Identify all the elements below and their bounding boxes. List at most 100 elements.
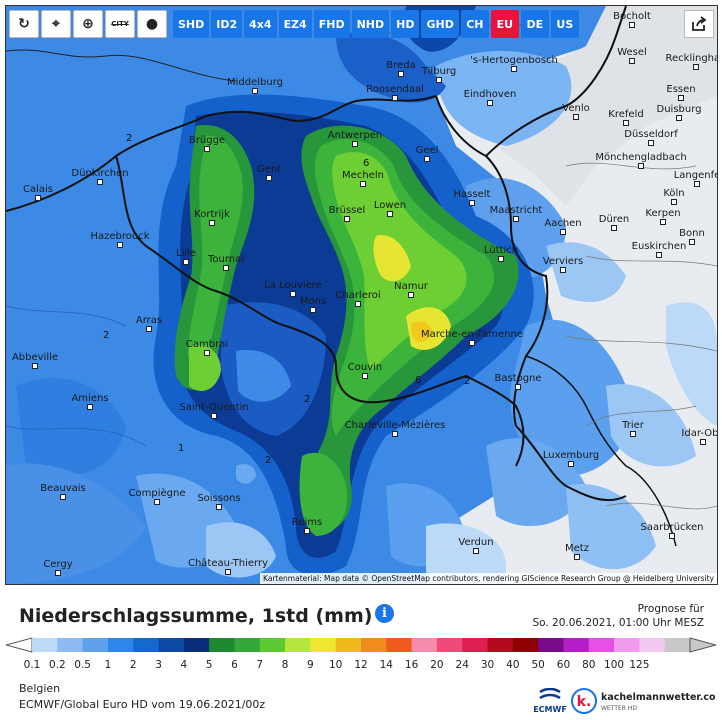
city-label: Kerpen xyxy=(645,208,681,219)
city-marker xyxy=(573,114,579,120)
dot-toggle-button[interactable]: ● xyxy=(137,10,167,38)
map-pin-icon: ⌖ xyxy=(52,16,60,32)
city-marker xyxy=(392,431,398,437)
city-label: Namur xyxy=(394,281,428,292)
legend-swatch xyxy=(487,638,514,652)
refresh-button[interactable]: ↻ xyxy=(9,10,39,38)
city-label: 's-Hertogenbosch xyxy=(470,55,558,66)
legend-value: 3 xyxy=(155,659,162,671)
city-label: Marche-en-Famenne xyxy=(420,329,524,340)
weather-map[interactable]: Bocholt Wesel Recklinghau Breda Tilburg 's-He… xyxy=(5,5,718,585)
legend-value: 60 xyxy=(556,659,571,671)
legend-swatch xyxy=(209,638,235,652)
city-label: Hasselt xyxy=(453,189,491,200)
share-icon xyxy=(692,16,707,31)
legend-swatch xyxy=(133,638,160,652)
legend-value: 0.1 xyxy=(23,659,41,671)
legend-value: 100 xyxy=(604,659,625,671)
legend-max-arrow xyxy=(689,637,716,653)
zoom-level-eu[interactable]: EU xyxy=(490,10,519,38)
city-label: Duisburg xyxy=(656,104,702,115)
city-marker xyxy=(216,504,222,510)
city-label: Lille xyxy=(175,248,197,259)
forecast-time: So. 20.06.2021, 01:00 Uhr MESZ xyxy=(532,617,704,629)
legend-swatch xyxy=(361,638,387,652)
city-marker xyxy=(676,115,682,121)
city-label: Langenfe xyxy=(673,170,718,181)
zoom-level-4x4[interactable]: 4x4 xyxy=(244,10,277,38)
info-icon[interactable]: i xyxy=(375,604,394,623)
zoom-level-hd[interactable]: HD xyxy=(391,10,420,38)
city-marker xyxy=(97,179,103,185)
city-marker xyxy=(304,528,310,534)
legend-swatch xyxy=(462,638,489,652)
zoom-level-ghd[interactable]: GHD xyxy=(421,10,459,38)
zoom-button[interactable]: ⊕ xyxy=(73,10,103,38)
isoline-label: 2 xyxy=(103,330,110,341)
legend-swatch xyxy=(538,638,564,652)
city-marker xyxy=(310,307,316,313)
city-marker xyxy=(560,267,566,273)
legend-value: 2 xyxy=(129,659,137,671)
city-label: Euskirchen xyxy=(631,241,687,252)
city-marker xyxy=(630,431,636,437)
legend-value: 7 xyxy=(256,659,264,671)
city-label: Roosendaal xyxy=(366,84,424,95)
city-marker xyxy=(629,22,635,28)
city-marker xyxy=(656,252,662,258)
legend-value: 6 xyxy=(231,659,238,671)
zoom-level-id2[interactable]: ID2 xyxy=(211,10,243,38)
share-button[interactable] xyxy=(684,10,714,38)
city-label: Saarbrücken xyxy=(640,522,704,533)
zoom-level-ch[interactable]: CH xyxy=(460,10,489,38)
zoom-level-de[interactable]: DE xyxy=(520,10,549,38)
legend-value: 24 xyxy=(455,659,469,671)
city-label: Geel xyxy=(415,145,439,156)
legend-value: 20 xyxy=(430,659,444,671)
city-marker xyxy=(183,259,189,265)
legend-swatch xyxy=(512,638,539,652)
map-credit[interactable]: Kartenmaterial: Map data © OpenStreetMap… xyxy=(260,573,717,584)
zoom-level-ez4[interactable]: EZ4 xyxy=(278,10,312,38)
zoom-in-icon: ⊕ xyxy=(82,16,94,32)
zoom-level-fhd[interactable]: FHD xyxy=(313,10,350,38)
city-label: Calais xyxy=(22,184,54,195)
legend-swatch xyxy=(614,638,640,652)
zoom-level-us[interactable]: US xyxy=(550,10,579,38)
legend-value: 5 xyxy=(205,659,213,671)
city-label: Tournai xyxy=(207,254,245,265)
city-label: Recklinghau xyxy=(665,53,718,64)
map-title: Niederschlagssumme, 1std (mm) xyxy=(19,605,373,627)
city-marker xyxy=(629,58,635,64)
zoom-level-shd[interactable]: SHD xyxy=(173,10,210,38)
location-button[interactable]: ⌖ xyxy=(41,10,71,38)
zoom-level-nhd[interactable]: NHD xyxy=(351,10,390,38)
city-marker xyxy=(694,181,700,187)
city-label: Metz xyxy=(565,543,589,554)
city-marker xyxy=(387,211,393,217)
legend-value: 14 xyxy=(379,659,393,671)
city-marker xyxy=(352,141,358,147)
legend-swatch xyxy=(57,638,84,652)
city-toggle-button[interactable]: CITY xyxy=(105,10,135,38)
city-label: Essen xyxy=(666,84,696,95)
city-marker xyxy=(290,291,296,297)
zoom-level-buttons: SHD ID2 4x4 EZ4 FHD NHD HD GHD CH EU DE US xyxy=(173,10,579,38)
city-marker xyxy=(344,216,350,222)
city-label: Bonn xyxy=(679,228,705,239)
brand-sub: WETTER HD xyxy=(601,705,637,712)
kachelmannwetter-logo[interactable]: k. kachelmannwetter.com WETTER HD xyxy=(570,686,716,716)
city-marker xyxy=(355,301,361,307)
city-label: Eindhoven xyxy=(463,89,517,100)
legend-swatch xyxy=(588,638,615,652)
city-label: Tilburg xyxy=(421,66,457,77)
city-label: Dünkirchen xyxy=(71,168,129,179)
city-label: Mönchengladbach xyxy=(595,152,687,163)
legend-swatch xyxy=(32,638,58,652)
city-marker xyxy=(408,292,414,298)
legend-value: 9 xyxy=(307,659,314,671)
city-marker xyxy=(392,95,398,101)
city-label: Hazebrouck xyxy=(90,231,150,242)
city-label: Brügge xyxy=(188,135,226,146)
legend-value: 80 xyxy=(582,659,596,671)
